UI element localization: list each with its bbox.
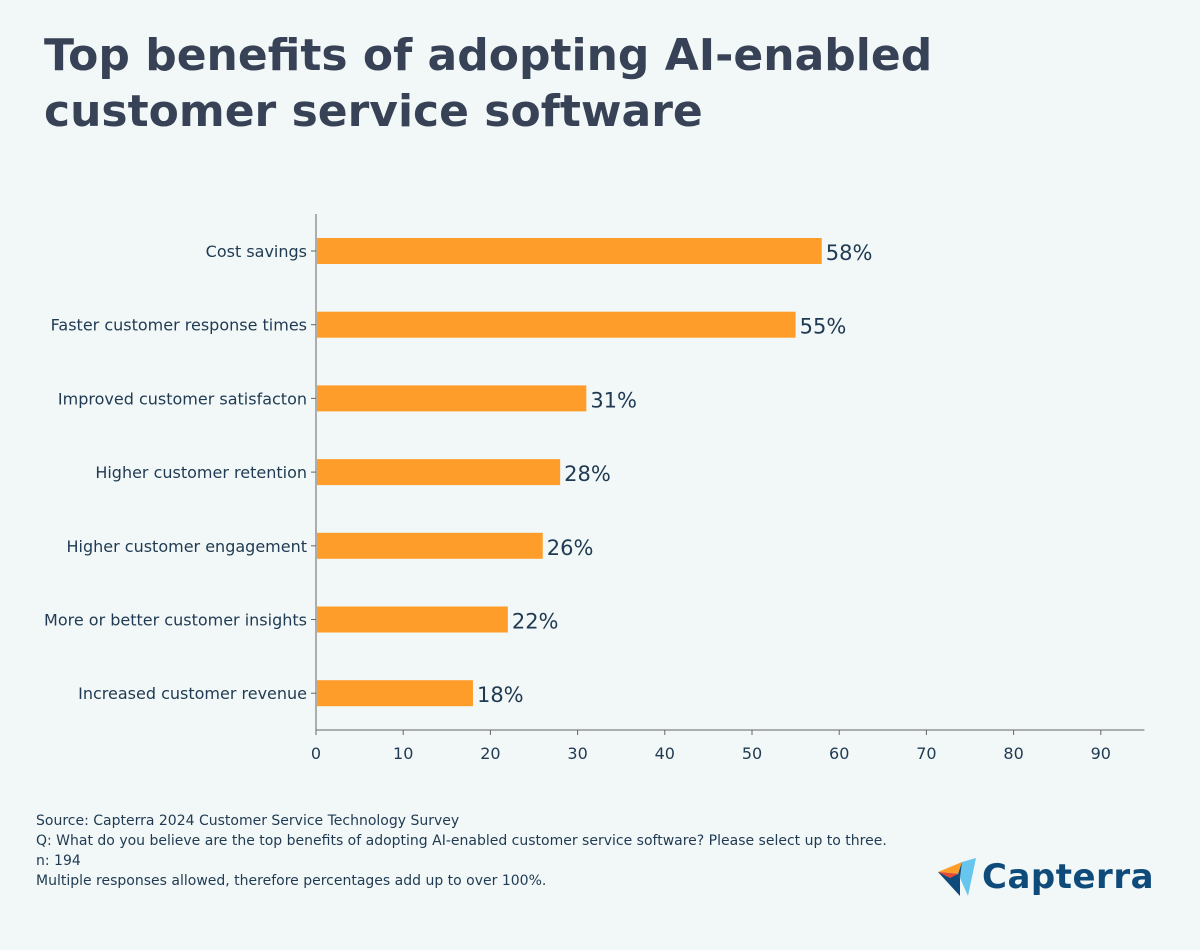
x-tick-label: 0 <box>311 744 321 763</box>
data-label: 28% <box>564 462 611 486</box>
x-tick-label: 30 <box>567 744 587 763</box>
category-label: Improved customer satisfacton <box>58 389 307 408</box>
bar-chart: 0 10 20 30 40 50 60 70 80 90 Cost savings 58% Faster… <box>44 214 1145 763</box>
disclaimer-note: Multiple responses allowed, therefore pe… <box>36 873 547 889</box>
chart-title: Top benefits of adopting AI-enabled cust… <box>44 30 933 137</box>
category-label: Higher customer engagement <box>67 537 308 556</box>
bar <box>317 680 473 707</box>
capterra-logo-text: Capterra <box>982 857 1155 897</box>
capterra-logo: Capterra <box>938 856 1154 898</box>
capterra-logo-icon <box>938 858 976 896</box>
bar <box>317 459 561 486</box>
question-note: Q: What do you believe are the top benef… <box>36 833 887 849</box>
x-tick-label: 20 <box>480 744 500 763</box>
data-label: 31% <box>590 388 637 412</box>
bar <box>317 311 796 338</box>
bar <box>317 385 587 412</box>
category-label: Cost savings <box>206 242 307 261</box>
x-tick-label: 80 <box>1003 744 1023 763</box>
x-tick-label: 50 <box>742 744 762 763</box>
x-tick-label: 70 <box>916 744 936 763</box>
data-label: 55% <box>800 315 847 339</box>
data-label: 26% <box>547 536 594 560</box>
category-label: More or better customer insights <box>44 611 307 630</box>
bar <box>317 238 822 264</box>
x-tick-label: 40 <box>655 744 675 763</box>
category-label: Faster customer response times <box>51 316 307 335</box>
data-label: 58% <box>826 241 873 265</box>
x-tick-label: 60 <box>829 744 849 763</box>
data-label: 22% <box>512 610 559 634</box>
category-label: Increased customer revenue <box>78 684 307 703</box>
category-label: Higher customer retention <box>95 463 307 482</box>
bar <box>317 532 543 559</box>
x-tick-label: 10 <box>393 744 413 763</box>
x-tick-label: 90 <box>1091 744 1111 763</box>
bar <box>317 606 508 633</box>
sample-size-note: n: 194 <box>36 853 81 869</box>
chart-notes: Source: Capterra 2024 Customer Service T… <box>36 811 906 891</box>
source-note: Source: Capterra 2024 Customer Service T… <box>36 813 460 829</box>
data-label: 18% <box>477 683 524 707</box>
